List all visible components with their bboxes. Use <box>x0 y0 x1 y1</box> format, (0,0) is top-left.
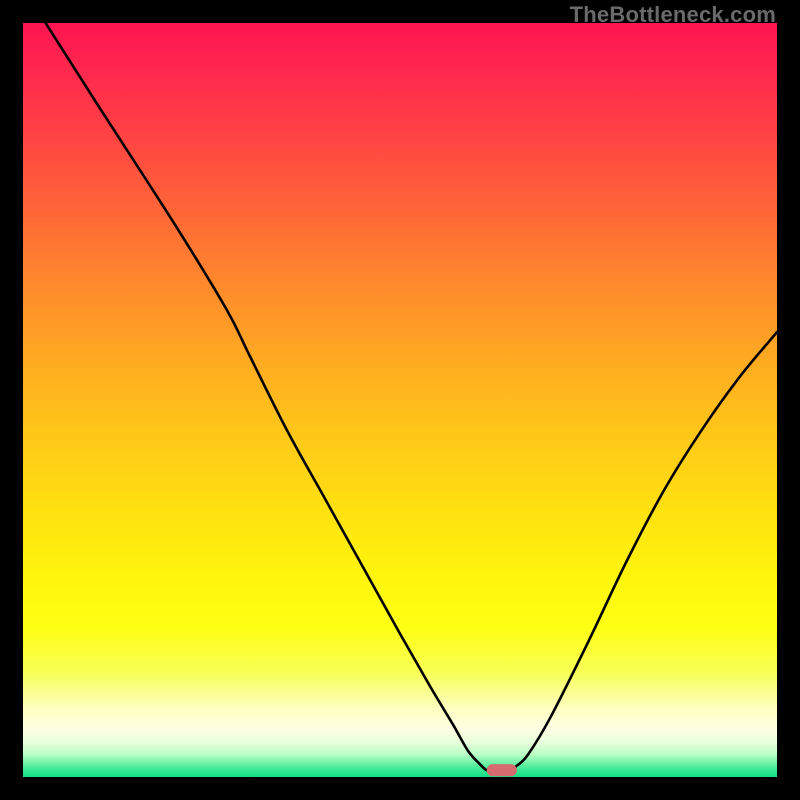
plot-area <box>23 23 777 777</box>
plot-svg <box>23 23 777 777</box>
gradient-background <box>23 23 777 777</box>
optimum-marker <box>487 764 517 776</box>
chart-frame: TheBottleneck.com <box>0 0 800 800</box>
watermark-text: TheBottleneck.com <box>570 2 776 28</box>
